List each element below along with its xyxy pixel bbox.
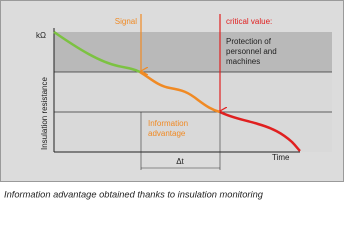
y-axis-title: Insulation resistance [40, 77, 49, 150]
protection-line: Protection of [226, 37, 272, 46]
signal-label: Signal [115, 17, 137, 26]
critical-band [54, 32, 332, 72]
y-unit: kΩ [36, 31, 46, 40]
curve-red [219, 110, 301, 152]
advantage-line: Information [148, 119, 188, 128]
curve-green [53, 30, 141, 74]
advantage-line: advantage [148, 129, 186, 138]
curve-orange [139, 70, 221, 114]
protection-line: machines [226, 57, 260, 66]
page: kΩ Insulation resistance Time Signal cri… [0, 0, 344, 200]
caption: Information advantage obtained thanks to… [4, 189, 264, 199]
x-axis-title: Time [272, 153, 290, 162]
figure: kΩ Insulation resistance Time Signal cri… [0, 0, 344, 199]
critical-label: critical value: [226, 17, 272, 26]
protection-line: personnel and [226, 47, 277, 56]
delta-label: Δt [176, 157, 184, 166]
